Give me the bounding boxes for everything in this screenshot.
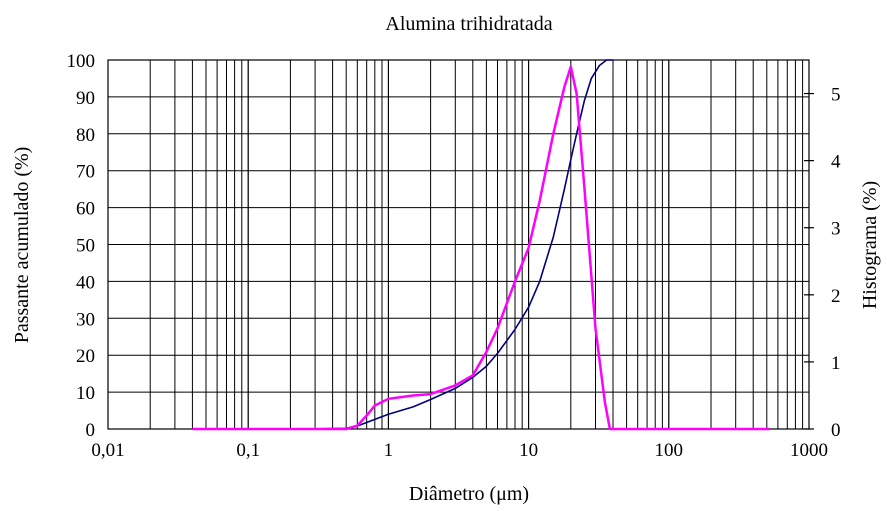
y-axis-label: Passante acumulado (%): [11, 147, 33, 344]
y2-tick-label: 4: [831, 152, 841, 173]
series-layer: [192, 59, 770, 431]
y2-tick-label: 3: [831, 219, 841, 240]
y-tick-label: 60: [76, 199, 95, 220]
tick-labels: 0,01 0,1 1 10 100 100001020304050607080901000…: [67, 51, 842, 461]
grid: [107, 59, 814, 430]
y-tick-label: 70: [76, 162, 95, 183]
x-tick-label: 0,1: [236, 440, 260, 461]
histogram-series-line: [192, 65, 770, 431]
y2-axis-label: Histograma (%): [859, 181, 881, 309]
y-tick-label: 20: [76, 346, 95, 367]
y-tick-label: 50: [76, 236, 95, 257]
x-tick-label: 100: [655, 440, 684, 461]
y-tick-label: 100: [67, 51, 96, 72]
x-tick-label: 1: [384, 440, 394, 461]
x-tick-label: 1000: [790, 440, 828, 461]
y2-tick-label: 5: [831, 85, 841, 106]
x-tick-label: 0,01: [91, 440, 124, 461]
y-tick-label: 10: [76, 383, 95, 404]
y2-tick-label: 1: [831, 353, 841, 374]
x-tick-label: 10: [519, 440, 538, 461]
y2-tick-label: 2: [831, 286, 841, 307]
chart-title: Alumina trihidratada: [385, 13, 552, 35]
y-tick-label: 90: [76, 88, 95, 109]
y2-tick-label: 0: [831, 420, 841, 441]
y-tick-label: 0: [86, 420, 96, 441]
y-tick-label: 30: [76, 309, 95, 330]
y-tick-label: 40: [76, 272, 95, 293]
x-axis-label: Diâmetro (μm): [409, 483, 529, 505]
cumulative-series-line: [303, 59, 614, 430]
y-tick-label: 80: [76, 125, 95, 146]
